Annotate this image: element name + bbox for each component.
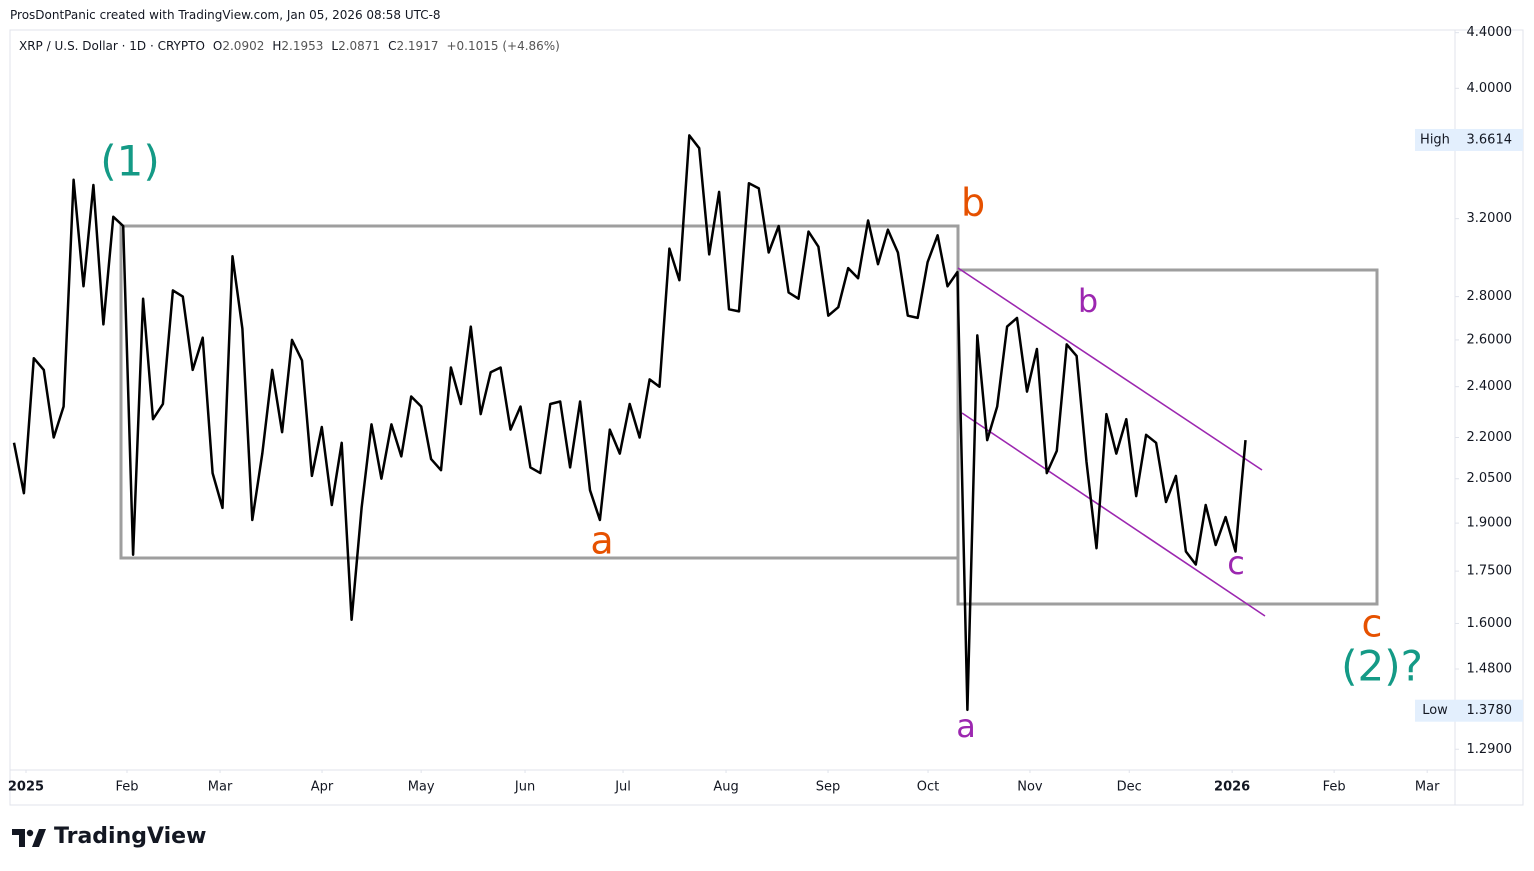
y-tick-label: 4.0000 bbox=[1467, 81, 1513, 96]
range-box bbox=[956, 268, 1379, 606]
marker-bg bbox=[1415, 128, 1523, 151]
ohlc: O2.0902 bbox=[213, 39, 264, 53]
legend: XRP / U.S. Dollar · 1D · CRYPTO O2.0902 … bbox=[19, 39, 560, 53]
price-line bbox=[12, 134, 1247, 712]
wave-label: (1) bbox=[100, 137, 160, 186]
wave-label: b bbox=[961, 181, 985, 225]
x-tick-label: Apr bbox=[311, 780, 334, 795]
y-tick-label: 1.4800 bbox=[1467, 662, 1513, 677]
wave-label: (2)? bbox=[1341, 642, 1423, 691]
x-tick-label: Jun bbox=[514, 780, 535, 795]
marker-value: 1.3780 bbox=[1467, 703, 1513, 718]
ohlc: L2.0871 bbox=[331, 39, 380, 53]
x-tick-label: Sep bbox=[816, 780, 841, 795]
channel-line bbox=[961, 412, 1266, 617]
ohlc-value: 2.1953 bbox=[281, 39, 324, 53]
ohlc-value: 2.0871 bbox=[338, 39, 381, 53]
y-tick-label: 2.8000 bbox=[1467, 289, 1513, 304]
footer-brand: TradingView bbox=[54, 824, 207, 849]
logo bbox=[12, 829, 46, 847]
y-tick-label: 1.6000 bbox=[1467, 616, 1513, 631]
marker-bg bbox=[1415, 699, 1523, 722]
x-tick-label: Feb bbox=[115, 780, 138, 795]
y-tick-label: 2.4000 bbox=[1467, 379, 1513, 394]
y-tick-label: 2.0500 bbox=[1467, 471, 1513, 486]
x-tick-label: Oct bbox=[917, 780, 939, 795]
ohlc: C2.1917 bbox=[388, 39, 438, 53]
x-tick-label: Mar bbox=[208, 780, 233, 795]
y-tick-label: 1.9000 bbox=[1467, 516, 1513, 531]
ohlc-key: C bbox=[388, 39, 397, 53]
y-tick-label: 4.4000 bbox=[1467, 25, 1513, 40]
symbol: XRP / U.S. Dollar · 1D · CRYPTO bbox=[19, 39, 205, 53]
header: ProsDontPanic created with TradingView.c… bbox=[10, 8, 441, 22]
x-tick-label: Mar bbox=[1415, 780, 1440, 795]
ohlc-value: 2.0902 bbox=[222, 39, 265, 53]
ohlc-key: L bbox=[331, 39, 339, 53]
y-tick-label: 1.2900 bbox=[1467, 742, 1513, 757]
marker-value: 3.6614 bbox=[1467, 132, 1513, 147]
wave-label: b bbox=[1078, 282, 1098, 320]
change: +0.1015 (+4.86%) bbox=[446, 39, 560, 53]
wave-label: c bbox=[1227, 544, 1245, 582]
x-tick-label: 2025 bbox=[8, 780, 44, 795]
y-tick-label: 1.7500 bbox=[1467, 564, 1513, 579]
marker-name: Low bbox=[1422, 703, 1448, 718]
marker-name: High bbox=[1420, 132, 1450, 147]
channel-line bbox=[957, 267, 1263, 471]
y-tick-label: 2.6000 bbox=[1467, 332, 1513, 347]
ohlc-key: H bbox=[272, 39, 282, 53]
wave-label: a bbox=[590, 519, 613, 563]
frame bbox=[9, 29, 1524, 806]
wave-label: c bbox=[1362, 602, 1383, 646]
ohlc-key: O bbox=[212, 39, 223, 53]
x-tick-label: May bbox=[408, 780, 435, 795]
x-tick-label: 2026 bbox=[1214, 780, 1250, 795]
y-tick-label: 3.2000 bbox=[1467, 211, 1513, 226]
x-tick-label: Jul bbox=[614, 780, 631, 795]
x-tick-label: Aug bbox=[713, 780, 738, 795]
wave-label: a bbox=[956, 707, 976, 745]
x-tick-label: Feb bbox=[1323, 780, 1346, 795]
y-tick-label: 2.2000 bbox=[1467, 430, 1513, 445]
ohlc-value: 2.1917 bbox=[396, 39, 439, 53]
x-tick-label: Nov bbox=[1017, 780, 1043, 795]
ohlc: H2.1953 bbox=[272, 39, 323, 53]
x-tick-label: Dec bbox=[1117, 780, 1142, 795]
